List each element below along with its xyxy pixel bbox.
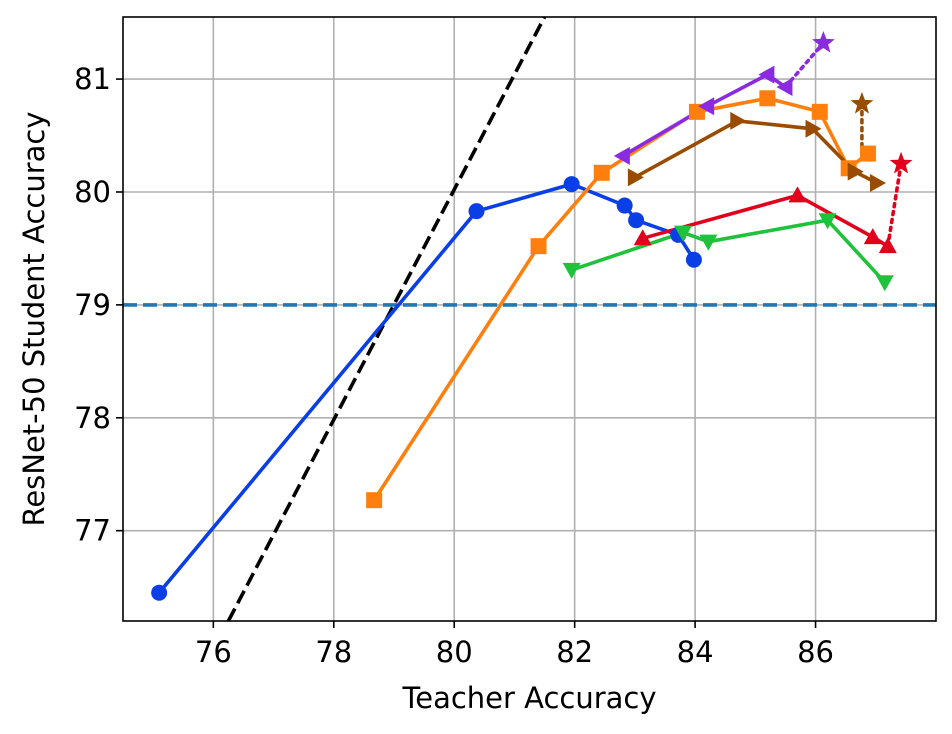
marker-triangle-left bbox=[758, 65, 775, 84]
marker-square bbox=[811, 103, 828, 120]
y-tick-label: 78 bbox=[74, 401, 111, 435]
marker-star bbox=[889, 151, 913, 174]
marker-triangle-right bbox=[869, 173, 886, 192]
marker-triangle-down bbox=[674, 225, 693, 242]
y-tick-label: 79 bbox=[74, 288, 111, 322]
y-tick-label: 77 bbox=[74, 514, 111, 548]
x-tick-label: 82 bbox=[556, 635, 593, 669]
x-tick-label: 86 bbox=[797, 635, 834, 669]
marker-square bbox=[530, 238, 547, 255]
marker-triangle-right bbox=[627, 168, 644, 187]
x-tick-label: 80 bbox=[436, 635, 473, 669]
y-tick-label: 80 bbox=[74, 175, 111, 209]
marker-circle bbox=[685, 251, 702, 268]
marker-circle bbox=[563, 176, 580, 193]
marker-triangle-up bbox=[863, 228, 882, 245]
marker-square bbox=[759, 90, 776, 107]
marker-square bbox=[859, 145, 876, 162]
marker-triangle-down bbox=[818, 213, 837, 230]
marker-circle bbox=[151, 584, 168, 601]
y-ticks: 77 78 79 80 81 bbox=[74, 62, 123, 548]
y-axis-label: ResNet-50 Student Accuracy bbox=[17, 111, 51, 526]
marker-square bbox=[366, 492, 383, 509]
marker-triangle-left bbox=[698, 97, 715, 116]
marker-triangle-right bbox=[847, 162, 864, 181]
marker-triangle-down bbox=[875, 275, 894, 292]
marker-square bbox=[688, 103, 705, 120]
marker-triangle-up bbox=[878, 237, 897, 254]
marker-circle bbox=[628, 212, 645, 229]
marker-star bbox=[850, 91, 874, 114]
x-axis-label: Teacher Accuracy bbox=[401, 681, 656, 715]
marker-triangle-down bbox=[699, 234, 718, 251]
marker-triangle-up bbox=[633, 229, 652, 246]
x-tick-label: 78 bbox=[315, 635, 352, 669]
series-line bbox=[621, 72, 787, 158]
plot-frame bbox=[122, 16, 937, 622]
marker-triangle-right bbox=[805, 119, 822, 138]
x-ticks: 76 78 80 82 84 86 bbox=[195, 621, 834, 669]
marker-star bbox=[811, 30, 835, 53]
marker-triangle-down bbox=[562, 262, 581, 279]
marker-circle bbox=[616, 197, 633, 214]
marker-triangle-left bbox=[776, 77, 793, 96]
series-line bbox=[571, 218, 887, 284]
dotted-connector bbox=[886, 161, 903, 248]
x-tick-label: 84 bbox=[677, 635, 714, 669]
series-layer bbox=[157, 41, 903, 594]
marker-triangle-right bbox=[730, 111, 747, 130]
y-tick-label: 81 bbox=[74, 62, 111, 96]
x-tick-label: 76 bbox=[195, 635, 232, 669]
marker-triangle-up bbox=[788, 186, 807, 203]
marker-circle bbox=[468, 203, 485, 220]
markers-layer bbox=[151, 30, 913, 601]
marker-triangle-left bbox=[613, 146, 630, 165]
marker-square bbox=[593, 164, 610, 181]
